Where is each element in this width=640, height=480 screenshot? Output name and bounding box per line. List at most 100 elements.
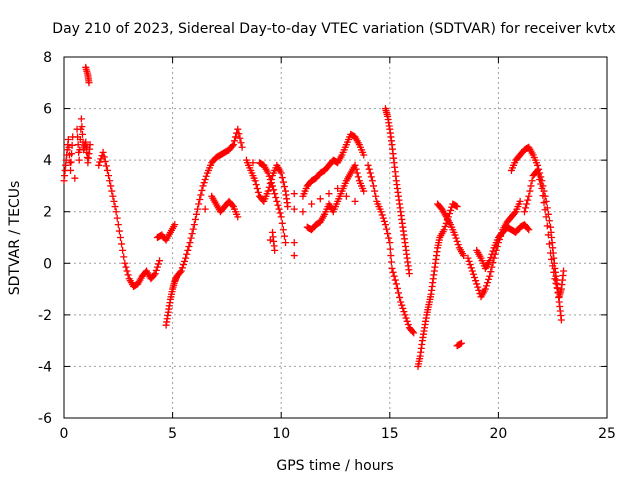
data-point — [108, 187, 116, 195]
data-point — [452, 234, 460, 242]
data-point — [68, 150, 76, 158]
data-point — [120, 253, 128, 261]
y-tick-label: -6 — [38, 411, 52, 427]
data-point — [539, 192, 547, 200]
data-point — [453, 203, 461, 211]
data-point — [535, 171, 543, 179]
data-point — [405, 270, 413, 278]
data-point — [64, 136, 72, 144]
data-point — [384, 230, 392, 238]
data-point — [397, 298, 405, 306]
data-point — [266, 175, 274, 183]
data-point — [381, 221, 389, 229]
data-point — [400, 308, 408, 316]
data-point — [153, 263, 161, 271]
data-point — [124, 271, 132, 279]
y-tick-label: 6 — [43, 102, 52, 118]
data-point — [560, 267, 568, 275]
data-point — [111, 203, 119, 211]
data-point — [188, 230, 196, 238]
data-point — [67, 166, 75, 174]
data-point — [228, 142, 236, 150]
data-point — [284, 203, 292, 211]
data-point — [171, 221, 179, 229]
data-point — [441, 223, 449, 231]
data-point — [388, 264, 396, 272]
data-point — [279, 226, 287, 234]
data-point — [393, 284, 401, 292]
data-point — [266, 236, 274, 244]
data-point — [249, 159, 257, 167]
data-point — [366, 169, 374, 177]
data-point — [544, 231, 552, 239]
grid-lines — [64, 57, 607, 418]
data-point — [371, 187, 379, 195]
data-point — [282, 239, 290, 247]
data-point — [334, 185, 342, 193]
data-point — [553, 284, 561, 292]
data-point — [351, 161, 359, 169]
data-point — [467, 264, 475, 272]
data-point — [264, 169, 272, 177]
data-point — [202, 172, 210, 180]
data-point — [401, 311, 409, 319]
x-tick-label: 15 — [381, 426, 399, 442]
data-point — [396, 293, 404, 301]
data-point — [481, 285, 489, 293]
data-point — [482, 282, 490, 290]
data-point — [526, 187, 534, 195]
data-point — [550, 268, 558, 276]
data-point — [547, 249, 555, 257]
data-point — [100, 153, 108, 161]
data-point — [102, 162, 110, 170]
data-point — [342, 192, 350, 200]
data-point — [457, 339, 465, 347]
data-point — [523, 200, 531, 208]
data-point — [123, 267, 131, 275]
data-point — [472, 277, 480, 285]
data-point — [122, 263, 130, 271]
y-tick-labels: -6 -4 -2 0 2 4 6 8 — [38, 50, 52, 427]
x-tick-labels: 0 5 10 15 20 25 — [60, 426, 616, 442]
y-tick-label: 2 — [43, 205, 52, 221]
data-point — [237, 139, 245, 147]
data-point — [198, 186, 206, 194]
data-point — [524, 196, 532, 204]
data-point — [273, 197, 281, 205]
data-point — [385, 234, 393, 242]
data-point — [116, 234, 124, 241]
data-point — [378, 211, 386, 219]
data-point — [85, 79, 93, 87]
data-point — [113, 214, 121, 222]
data-point — [151, 270, 159, 278]
data-point — [538, 185, 546, 193]
data-point — [86, 141, 94, 149]
data-point — [272, 194, 280, 202]
data-point — [537, 180, 545, 188]
data-point — [228, 201, 236, 209]
data-point — [486, 257, 494, 265]
data-point — [177, 267, 185, 275]
data-point — [274, 201, 282, 209]
data-point — [536, 175, 544, 183]
data-point — [201, 175, 209, 183]
data-point — [471, 273, 479, 281]
x-axis-label: GPS time / hours — [276, 458, 393, 474]
data-point — [527, 182, 535, 190]
data-point — [106, 177, 114, 185]
data-point — [474, 283, 482, 291]
data-point — [383, 225, 391, 233]
data-point — [271, 246, 279, 254]
data-point — [360, 151, 368, 159]
data-point — [77, 115, 85, 123]
data-point — [234, 125, 242, 133]
data-point — [196, 195, 204, 203]
data-point — [254, 188, 262, 196]
data-point — [545, 240, 553, 248]
data-point — [543, 222, 551, 230]
data-point — [392, 280, 400, 288]
plot-frame — [63, 56, 608, 419]
data-point — [194, 205, 202, 213]
data-point — [465, 257, 473, 265]
data-point — [105, 172, 113, 180]
